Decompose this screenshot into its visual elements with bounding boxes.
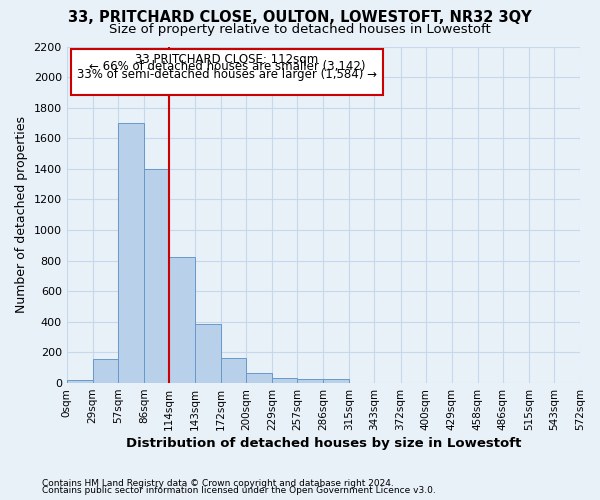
- Bar: [67, 380, 92, 383]
- Bar: [323, 379, 349, 383]
- X-axis label: Distribution of detached houses by size in Lowestoft: Distribution of detached houses by size …: [125, 437, 521, 450]
- Bar: [144, 169, 169, 383]
- Bar: [118, 123, 144, 383]
- Bar: [272, 378, 298, 383]
- Text: ← 66% of detached houses are smaller (3,142): ← 66% of detached houses are smaller (3,…: [89, 60, 365, 74]
- Bar: [195, 324, 221, 383]
- Bar: [298, 379, 323, 383]
- Y-axis label: Number of detached properties: Number of detached properties: [15, 116, 28, 314]
- Bar: [246, 373, 272, 383]
- Bar: [169, 257, 195, 383]
- Text: Size of property relative to detached houses in Lowestoft: Size of property relative to detached ho…: [109, 22, 491, 36]
- Text: 33 PRITCHARD CLOSE: 112sqm: 33 PRITCHARD CLOSE: 112sqm: [135, 52, 319, 66]
- Text: Contains HM Land Registry data © Crown copyright and database right 2024.: Contains HM Land Registry data © Crown c…: [42, 478, 394, 488]
- Text: Contains public sector information licensed under the Open Government Licence v3: Contains public sector information licen…: [42, 486, 436, 495]
- Text: 33, PRITCHARD CLOSE, OULTON, LOWESTOFT, NR32 3QY: 33, PRITCHARD CLOSE, OULTON, LOWESTOFT, …: [68, 10, 532, 25]
- Bar: [92, 360, 118, 383]
- Bar: [221, 358, 246, 383]
- Text: 33% of semi-detached houses are larger (1,584) →: 33% of semi-detached houses are larger (…: [77, 68, 377, 81]
- FancyBboxPatch shape: [71, 49, 383, 94]
